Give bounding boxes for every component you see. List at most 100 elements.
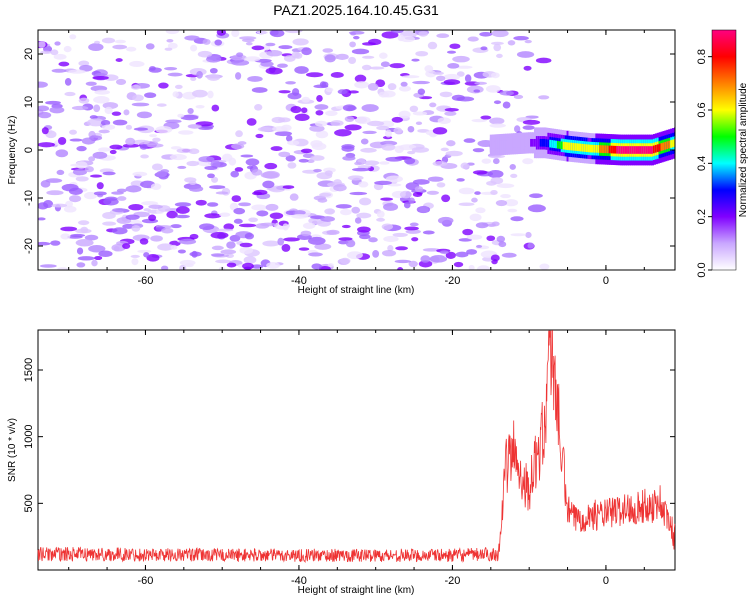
heatmap-noise-cell — [349, 41, 356, 48]
heatmap-noise-cell — [112, 208, 126, 213]
heatmap-noise-cell — [184, 35, 200, 41]
heatmap-noise-cell — [214, 39, 223, 46]
heatmap-noise-cell — [209, 185, 226, 190]
heatmap-noise-cell — [164, 67, 178, 71]
heatmap-signal-cell — [533, 138, 537, 147]
heatmap-noise-cell — [361, 64, 372, 71]
heatmap-signal-cell — [595, 144, 599, 153]
heatmap-noise-cell — [233, 218, 243, 224]
heatmap-noise-cell — [298, 158, 309, 163]
heatmap-noise-cell — [243, 256, 257, 264]
heatmap-noise-cell — [394, 259, 412, 264]
heatmap-signal-cell — [510, 140, 514, 148]
heatmap-noise-cell — [358, 181, 369, 188]
heatmap-noise-cell — [387, 83, 397, 91]
heatmap-noise-cell — [111, 191, 124, 195]
heatmap-noise-cell — [414, 186, 424, 192]
heatmap-signal-cell — [549, 139, 553, 148]
heatmap-noise-cell — [437, 117, 451, 124]
heatmap-signal-cell — [585, 144, 589, 152]
heatmap-noise-cell — [514, 125, 521, 133]
heatmap-signal-cell — [599, 145, 603, 153]
x-tick-label: -20 — [444, 575, 460, 587]
heatmap-noise-cell — [152, 137, 161, 142]
heatmap-signal-cell — [578, 143, 582, 152]
heatmap-noise-cell — [310, 140, 323, 148]
y-tick-label: 10 — [23, 96, 35, 108]
heatmap-signal-cell — [670, 140, 674, 148]
heatmap-noise-cell — [301, 47, 312, 56]
heatmap-noise-cell — [251, 264, 264, 269]
heatmap-noise-cell — [277, 237, 285, 246]
heatmap-signal-cell — [649, 146, 653, 154]
heatmap-noise-cell — [78, 60, 90, 67]
heatmap-noise-cell — [525, 231, 532, 239]
heatmap-noise-cell — [242, 262, 254, 270]
heatmap-noise-cell — [474, 81, 488, 85]
heatmap-noise-cell — [83, 191, 98, 200]
heatmap-noise-cell — [39, 264, 57, 268]
heatmap-noise-cell — [149, 134, 157, 138]
heatmap-noise-cell — [40, 180, 51, 188]
heatmap-noise-cell — [211, 176, 219, 183]
heatmap-noise-cell — [215, 259, 232, 264]
heatmap-noise-cell — [360, 138, 369, 145]
heatmap-noise-cell — [294, 113, 310, 122]
heatmap-noise-cell — [126, 46, 137, 52]
heatmap-signal-cell — [604, 145, 608, 154]
heatmap-noise-cell — [510, 233, 527, 237]
heatmap-noise-cell — [285, 135, 293, 142]
heatmap-noise-cell — [264, 162, 278, 170]
heatmap-signal-cell — [654, 144, 658, 153]
heatmap-noise-cell — [429, 255, 448, 263]
heatmap-noise-cell — [256, 210, 269, 217]
heatmap-noise-cell — [112, 119, 128, 126]
heatmap-noise-cell — [466, 249, 478, 255]
heatmap-noise-cell — [481, 158, 492, 164]
heatmap-noise-cell — [408, 260, 418, 268]
heatmap-noise-cell — [387, 245, 394, 252]
heatmap-noise-cell — [255, 133, 264, 139]
heatmap-noise-cell — [359, 197, 372, 206]
heatmap-noise-cell — [130, 254, 140, 258]
heatmap-noise-cell — [383, 202, 399, 211]
heatmap-noise-cell — [139, 238, 149, 245]
heatmap-noise-cell — [507, 208, 518, 213]
heatmap-noise-cell — [516, 51, 535, 58]
heatmap-noise-cell — [422, 248, 441, 252]
heatmap-noise-cell — [69, 129, 77, 135]
heatmap-noise-cell — [367, 83, 379, 91]
heatmap-noise-cell — [93, 96, 110, 104]
heatmap-noise-cell — [226, 262, 237, 268]
heatmap-noise-cell — [151, 163, 163, 171]
heatmap-signal-cell — [603, 145, 607, 154]
heatmap-noise-cell — [315, 110, 324, 116]
heatmap-noise-cell — [300, 148, 313, 154]
heatmap-noise-cell — [109, 144, 123, 150]
heatmap-noise-cell — [342, 104, 356, 112]
heatmap-noise-cell — [38, 81, 48, 88]
heatmap-noise-cell — [231, 59, 250, 66]
heatmap-noise-cell — [175, 84, 183, 89]
heatmap-noise-cell — [314, 243, 332, 250]
heatmap-noise-cell — [144, 92, 157, 99]
heatmap-noise-cell — [191, 250, 198, 258]
heatmap-noise-cell — [87, 118, 105, 127]
heatmap-noise-cell — [238, 202, 251, 207]
heatmap-signal-cell — [620, 146, 624, 154]
heatmap-noise-cell — [38, 142, 55, 148]
heatmap-noise-cell — [76, 145, 87, 152]
heatmap-noise-cell — [337, 89, 348, 95]
heatmap-signal-cell — [650, 146, 654, 154]
heatmap-noise-cell — [339, 257, 351, 265]
heatmap-noise-cell — [63, 45, 72, 53]
heatmap-noise-cell — [103, 74, 119, 81]
heatmap-noise-cell — [77, 256, 95, 261]
heatmap-noise-cell — [510, 173, 518, 178]
heatmap-signal-cell — [647, 146, 651, 154]
heatmap-noise-cell — [125, 137, 136, 146]
heatmap-noise-cell — [475, 222, 489, 229]
heatmap-noise-cell — [166, 39, 174, 43]
heatmap-noise-cell — [348, 30, 365, 35]
